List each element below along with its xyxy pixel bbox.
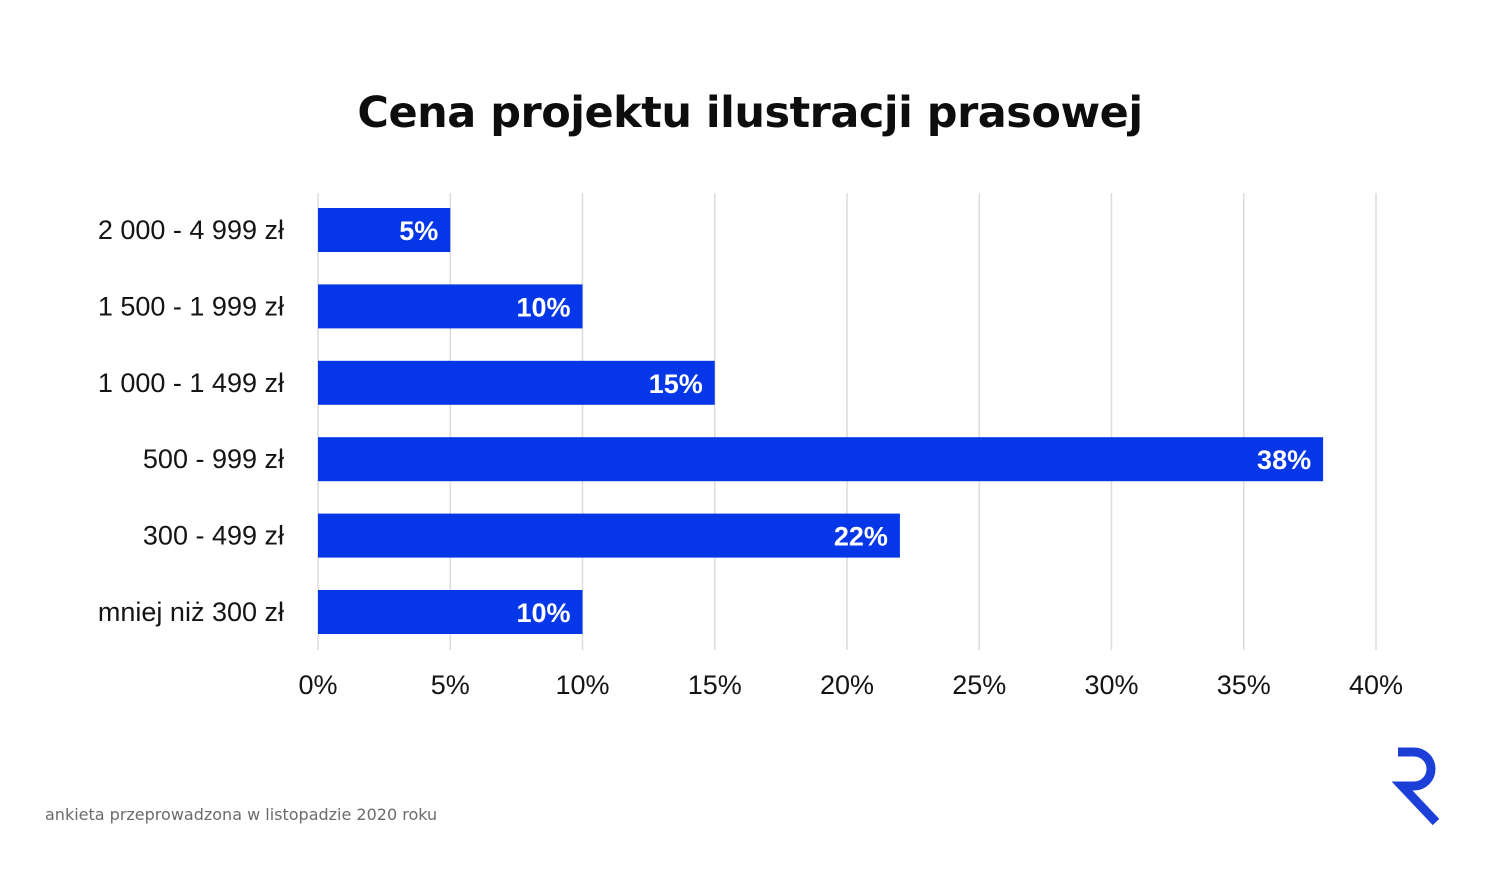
x-tick-label: 15% [688,670,742,700]
bar [318,513,900,558]
bar [318,437,1324,482]
category-label: 2 000 - 4 999 zł [98,215,284,245]
x-tick-label: 40% [1349,670,1403,700]
x-tick-label: 5% [431,670,470,700]
x-tick-label: 25% [952,670,1006,700]
x-tick-label: 35% [1217,670,1271,700]
x-tick-label: 30% [1084,670,1138,700]
data-label: 5% [399,216,438,246]
category-labels: 2 000 - 4 999 zł 1 500 - 1 999 zł 1 000 - … [98,215,284,627]
bar [318,208,451,252]
data-label: 22% [834,522,888,552]
data-label: 10% [516,292,570,322]
data-label: 15% [649,369,703,399]
bar [318,360,715,405]
x-tick-label: 0% [298,670,337,700]
category-label: 300 - 499 zł [143,521,284,551]
bars [318,208,1324,634]
r-logo-icon [1391,747,1440,826]
category-label: 1 000 - 1 499 zł [98,368,284,398]
chart-title: Cena projektu ilustracji prasowej [357,88,1143,138]
x-tick-label: 20% [820,670,874,700]
x-axis-tick-labels: 0% 5% 10% 15% 20% 25% 30% 35% 40% [298,670,1403,700]
data-label: 10% [516,598,570,628]
grid-lines [317,193,1377,650]
x-tick-label: 10% [555,670,609,700]
category-label: 500 - 999 zł [143,444,284,474]
category-label: mniej niż 300 zł [98,597,284,627]
bar [318,284,583,329]
bar [318,590,583,634]
data-labels: 5% 10% 15% 38% 22% 10% [399,216,1311,628]
category-label: 1 500 - 1 999 zł [98,291,284,321]
data-label: 38% [1257,445,1311,475]
footnote: ankieta przeprowadzona w listopadzie 202… [45,805,438,824]
